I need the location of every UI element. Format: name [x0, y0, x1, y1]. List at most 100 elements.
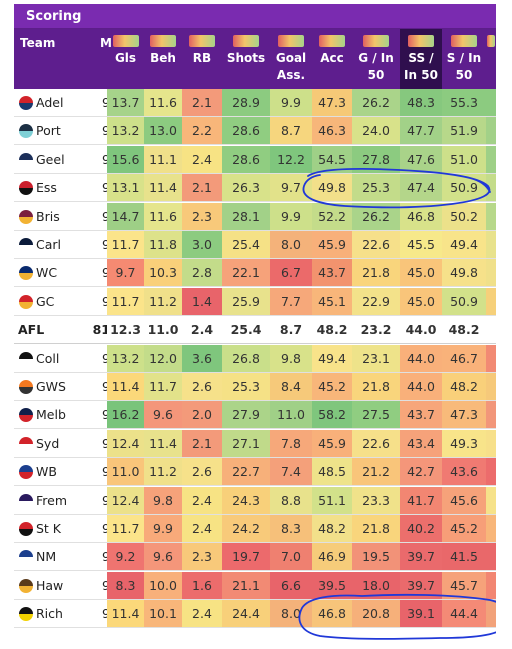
table-row[interactable]: WB 911.011.22.622.77.448.521.242.743.6 — [14, 458, 496, 487]
header-col-5[interactable]: Acc — [312, 29, 352, 89]
stat-cell: 2.1 — [182, 429, 222, 457]
stat-cell: 13.1 — [107, 174, 144, 202]
stat-cell: 8.3 — [107, 571, 144, 599]
table-row[interactable]: Geel 915.611.12.428.612.254.527.847.651.0 — [14, 145, 496, 174]
table-row[interactable]: Melb 916.29.62.027.911.058.227.543.747.3 — [14, 401, 496, 430]
stat-cell: 47.7 — [400, 117, 442, 145]
stat-cell: 45.2 — [442, 515, 486, 542]
header-label: Acc — [320, 51, 344, 65]
stat-cell: 23.3 — [352, 486, 400, 514]
team-name[interactable]: GC — [36, 293, 55, 309]
stat-cell: 8.8 — [270, 486, 312, 514]
stat-cell: 22.9 — [352, 287, 400, 315]
header-col-3[interactable]: Shots — [222, 29, 270, 89]
average-row[interactable]: AFL 81 12.3 11.0 2.4 25.4 8.7 48.2 23.2 44.0 48.2 — [14, 316, 496, 345]
stat-cell: 11.4 — [107, 373, 144, 400]
table-row[interactable]: Port 913.213.02.228.68.746.324.047.751.9 — [14, 117, 496, 146]
team-logo-icon — [19, 578, 33, 593]
stat-cell: 11.7 — [144, 373, 182, 400]
stat-cell: 54.5 — [312, 145, 352, 173]
table-row[interactable]: Carl 911.711.83.025.48.045.922.645.549.4 — [14, 231, 496, 259]
team-name[interactable]: Frem — [36, 492, 68, 508]
stat-cell: 21.2 — [352, 458, 400, 486]
stat-cell-partial — [486, 174, 496, 202]
team-name[interactable]: Haw — [36, 577, 64, 593]
team-name[interactable]: WB — [36, 464, 57, 480]
team-name[interactable]: Syd — [36, 435, 60, 451]
table-row[interactable]: GWS 911.411.72.625.38.445.221.844.048.2 — [14, 373, 496, 401]
table-row[interactable]: Haw 98.310.01.621.16.639.518.039.745.7 — [14, 571, 496, 600]
stat-cell: 55.3 — [442, 89, 486, 116]
stat-cell: 9.6 — [144, 543, 182, 571]
games-played: 9 — [80, 600, 110, 628]
stat-cell: 13.2 — [107, 117, 144, 145]
stat-cell: 50.2 — [442, 202, 486, 230]
header-col-2[interactable]: RB — [182, 29, 222, 89]
stat-cell: 11.7 — [107, 231, 144, 258]
table-row[interactable]: NM 99.29.62.319.77.046.919.539.741.5 — [14, 543, 496, 572]
header-team[interactable]: Team — [20, 36, 56, 50]
team-name[interactable]: Ess — [36, 180, 57, 196]
stat-cell: 47.3 — [312, 89, 352, 116]
team-name[interactable]: Melb — [36, 407, 66, 423]
stat-cell: 13.7 — [107, 89, 144, 116]
team-name[interactable]: St K — [36, 521, 62, 536]
stat-cell-partial — [486, 543, 496, 571]
stat-cell: 28.9 — [222, 89, 270, 116]
stat-cell: 24.3 — [222, 486, 270, 514]
stat-cell: 45.0 — [400, 259, 442, 287]
team-name[interactable]: Carl — [36, 237, 61, 252]
header-label: RB — [192, 51, 212, 65]
header-col-8[interactable]: S / In 50 — [442, 29, 486, 89]
table-row[interactable]: Syd 912.411.42.127.17.845.922.643.449.3 — [14, 429, 496, 458]
table-row[interactable]: GC 911.711.21.425.97.745.122.945.050.9 — [14, 287, 496, 316]
stat-cell: 11.4 — [144, 429, 182, 457]
header-col-0[interactable]: Gls — [107, 29, 144, 89]
stat-cell: 11.0 — [107, 458, 144, 486]
header-label: Beh — [150, 51, 176, 65]
table-row[interactable]: Rich 911.410.12.424.48.046.820.839.144.4 — [14, 600, 496, 629]
color-scale-swatch — [150, 35, 176, 47]
table-row[interactable]: Bris 914.711.62.328.19.952.226.246.850.2 — [14, 202, 496, 231]
team-name[interactable]: Bris — [36, 208, 60, 224]
header-label: Gls — [114, 51, 137, 65]
stat-cell: 45.6 — [442, 486, 486, 514]
stat-cell: 44.0 — [400, 373, 442, 400]
stat-cell: 27.8 — [352, 145, 400, 173]
header-col-6[interactable]: G / In 50 — [352, 29, 400, 89]
table-row[interactable]: Adel 913.711.62.128.99.947.326.248.355.3 — [14, 89, 496, 117]
team-name[interactable]: NM — [36, 549, 57, 565]
team-name[interactable]: AFL — [18, 322, 45, 338]
stat-cell: 39.7 — [400, 543, 442, 571]
stat-cell-partial — [486, 515, 496, 542]
header-col-7[interactable]: SS / In 50 — [400, 29, 442, 89]
table-row[interactable]: Coll 913.212.03.626.89.849.423.144.046.7 — [14, 344, 496, 373]
stat-cell: 45.5 — [400, 231, 442, 258]
stat-cell: 2.6 — [182, 373, 222, 400]
team-name[interactable]: WC — [36, 265, 58, 281]
team-name[interactable]: Port — [36, 123, 61, 139]
table-row[interactable]: St K 911.79.92.424.28.348.221.840.245.2 — [14, 515, 496, 543]
stat-cell: 43.4 — [400, 429, 442, 457]
team-name[interactable]: Rich — [36, 606, 63, 622]
team-name[interactable]: Adel — [36, 95, 64, 110]
header-col-4[interactable]: Goal Ass. — [270, 29, 312, 89]
header-col-partial[interactable] — [486, 29, 496, 89]
stat-cell: 19.7 — [222, 543, 270, 571]
team-name[interactable]: GWS — [36, 379, 66, 394]
team-name[interactable]: Geel — [36, 151, 65, 167]
stat-cell: 7.8 — [270, 429, 312, 457]
team-name[interactable]: Coll — [36, 350, 60, 366]
header-col-1[interactable]: Beh — [144, 29, 182, 89]
stat-cell: 43.7 — [400, 401, 442, 429]
stat-cell: 22.7 — [222, 458, 270, 486]
stat-cell: 22.6 — [352, 231, 400, 258]
stat-cell: 10.3 — [144, 259, 182, 287]
table-row[interactable]: WC 99.710.32.822.16.743.721.845.049.8 — [14, 259, 496, 288]
table-row[interactable]: Frem 912.49.82.424.38.851.123.341.745.6 — [14, 486, 496, 515]
header-games[interactable]: M — [100, 36, 112, 50]
table-row[interactable]: Ess 913.111.42.126.39.749.825.347.450.9 — [14, 174, 496, 203]
team-logo-icon — [19, 181, 33, 196]
team-logo-icon — [19, 152, 33, 167]
stat-cell-partial — [486, 89, 496, 116]
